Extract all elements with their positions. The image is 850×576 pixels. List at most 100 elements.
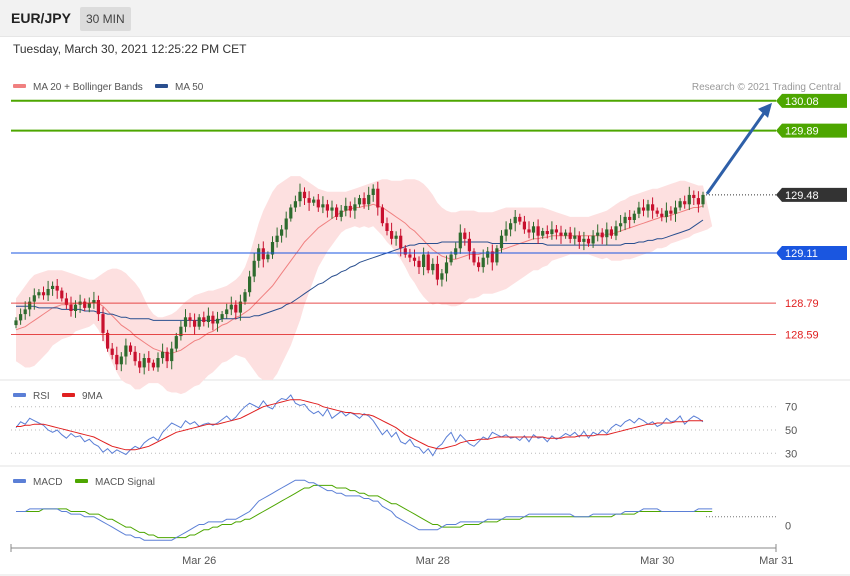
- candle-body: [531, 226, 536, 233]
- candle-body: [403, 248, 407, 255]
- candle-body: [683, 201, 687, 205]
- candle-body: [486, 251, 490, 258]
- macd-signal-line: [16, 484, 713, 539]
- candle-body: [289, 207, 293, 219]
- candle-body: [344, 205, 348, 211]
- candle-body: [678, 201, 682, 208]
- candle-body: [600, 232, 604, 238]
- rsi-tick-label: 70: [785, 402, 797, 414]
- candle-body: [541, 231, 545, 236]
- candle-body: [170, 348, 174, 362]
- candle-body: [509, 223, 513, 230]
- candle-body: [14, 320, 18, 326]
- time-tick-label: Mar 30: [640, 555, 674, 567]
- candle-body: [614, 226, 618, 236]
- resistance-level-tag: [776, 93, 847, 108]
- candle-body: [454, 248, 458, 255]
- candle-body: [362, 198, 366, 205]
- candle-body: [422, 254, 426, 267]
- candle-body: [513, 216, 517, 224]
- candle-body: [330, 207, 334, 211]
- candle-body: [380, 207, 384, 224]
- legend-label-rsi-ma: 9MA: [82, 391, 103, 402]
- rsi-panel: 70 50 30: [11, 394, 797, 460]
- candle-body: [307, 198, 311, 203]
- pivot-level-label: 129.11: [785, 248, 818, 260]
- candle-body: [655, 210, 659, 214]
- current-price-tag: [776, 187, 847, 202]
- resistance-level-tag: [776, 123, 847, 138]
- candle-body: [32, 295, 36, 302]
- candle-body: [660, 213, 664, 217]
- candle-body: [527, 229, 531, 233]
- candle-body: [431, 263, 435, 271]
- legend-label-ma20: MA 20 + Bollinger Bands: [33, 82, 143, 93]
- candle-body: [390, 231, 394, 239]
- candle-body: [124, 345, 128, 357]
- chart-datetime: Tuesday, March 30, 2021 12:25:22 PM CET: [13, 42, 247, 56]
- candle-body: [673, 207, 678, 214]
- candle-body: [151, 362, 155, 368]
- candle-body: [243, 292, 247, 302]
- candle-body: [83, 301, 87, 308]
- candle-body: [41, 292, 46, 296]
- candle-body: [495, 248, 499, 263]
- timeframe-button[interactable]: 30 MIN: [80, 7, 131, 31]
- legend-label-rsi: RSI: [33, 391, 50, 402]
- candle-body: [426, 254, 430, 271]
- candle-body: [193, 320, 197, 327]
- candle-body: [55, 285, 59, 291]
- candle-body: [646, 204, 650, 211]
- legend-swatch-rsi: [13, 393, 26, 397]
- candle-body: [225, 309, 229, 315]
- candle-body: [238, 301, 242, 313]
- candle-body: [367, 194, 371, 205]
- candle-body: [229, 304, 233, 310]
- candle-body: [554, 229, 558, 233]
- candle-body: [46, 289, 50, 296]
- candle-body: [293, 201, 297, 208]
- time-tick-label: Mar 28: [416, 555, 450, 567]
- candle-body: [348, 205, 352, 211]
- legend-label-ma50: MA 50: [175, 82, 204, 93]
- forecast-arrow-shaft: [705, 107, 769, 195]
- candle-body: [142, 358, 146, 368]
- candle-body: [270, 242, 275, 255]
- candle-body: [101, 314, 105, 333]
- candle-body: [591, 235, 595, 244]
- candle-body: [651, 204, 655, 211]
- candle-body: [252, 260, 256, 277]
- candle-body: [399, 235, 403, 249]
- candle-body: [174, 336, 178, 349]
- legend-label-macd: MACD: [33, 477, 62, 488]
- candle-body: [504, 229, 508, 236]
- resistance-level-label: 129.89: [785, 126, 819, 138]
- candle-body: [477, 262, 481, 268]
- candle-body: [51, 285, 55, 289]
- candle-body: [518, 216, 522, 222]
- candle-body: [564, 232, 568, 236]
- candle-body: [692, 194, 696, 198]
- candle-body: [183, 317, 188, 327]
- candle-body: [440, 273, 444, 280]
- candle-body: [179, 326, 183, 337]
- candle-body: [550, 229, 554, 235]
- candle-body: [147, 358, 151, 363]
- candle-body: [248, 276, 252, 293]
- candle-body: [687, 194, 691, 205]
- candle-body: [60, 290, 64, 299]
- candle-body: [586, 238, 591, 244]
- candle-body: [211, 315, 215, 324]
- candle-body: [206, 315, 210, 322]
- candle-body: [215, 318, 220, 324]
- candle-body: [609, 229, 613, 236]
- legend-label-macd-signal: MACD Signal: [95, 477, 155, 488]
- candle-body: [353, 204, 357, 211]
- rsi-line: [15, 394, 704, 457]
- candle-body: [110, 348, 114, 355]
- time-axis: Mar 26 Mar 28 Mar 30 Mar 31: [10, 544, 793, 567]
- candle-body: [316, 199, 320, 208]
- candle-body: [312, 199, 316, 203]
- candle-body: [197, 317, 201, 327]
- chart-credit: Research © 2021 Trading Central: [692, 82, 841, 93]
